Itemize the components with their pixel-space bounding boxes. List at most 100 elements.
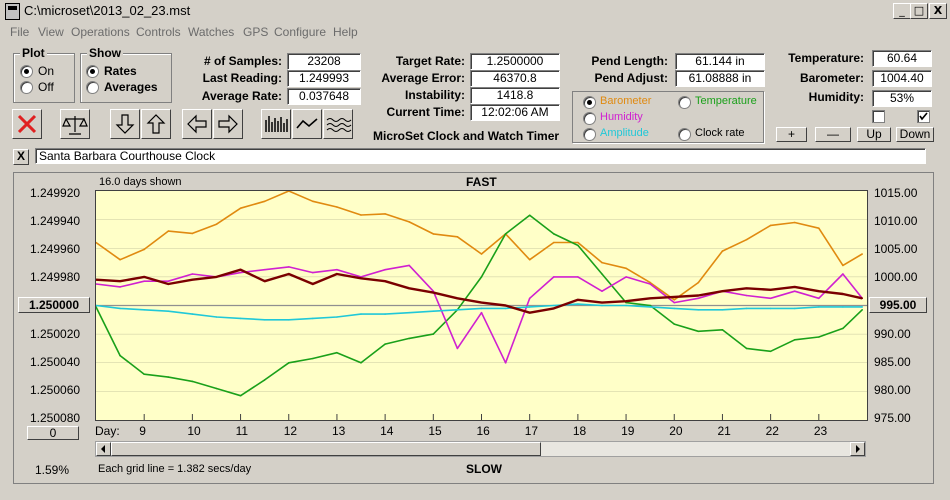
data-point — [215, 223, 218, 225]
note-close-button[interactable]: X — [13, 149, 29, 165]
data-point — [191, 380, 194, 383]
arrow-down-icon — [115, 114, 135, 134]
data-point — [504, 304, 507, 307]
overlay-amplitude-radio[interactable] — [583, 128, 596, 141]
overlay-humidity-radio[interactable] — [583, 112, 596, 125]
note-field[interactable]: Santa Barbara Courthouse Clock — [35, 148, 926, 164]
data-point — [649, 281, 651, 284]
show-averages-radio[interactable] — [86, 81, 99, 94]
center-right-button[interactable]: 995.00 — [869, 297, 927, 313]
data-point — [432, 233, 435, 235]
data-point — [721, 329, 724, 331]
scroll-thumb[interactable] — [111, 442, 541, 456]
data-point — [143, 309, 145, 311]
average-button[interactable] — [323, 109, 353, 139]
close-button[interactable]: X — [929, 3, 947, 19]
data-point — [842, 273, 844, 275]
arrow-down-button[interactable] — [110, 109, 140, 139]
arrow-left-button[interactable] — [182, 109, 212, 139]
data-point — [601, 273, 603, 275]
arrow-up-button[interactable] — [141, 109, 171, 139]
app-subtitle: MicroSet Clock and Watch Timer — [373, 129, 560, 143]
data-point — [625, 267, 627, 270]
plot-area — [95, 190, 868, 421]
overlay-temperature-radio[interactable] — [678, 96, 691, 109]
scale-up-button[interactable]: Up — [857, 127, 891, 142]
data-point — [577, 276, 579, 278]
plot-group-title: Plot — [20, 46, 47, 60]
env-checkbox-1[interactable] — [872, 110, 885, 123]
overlay-barometer-radio[interactable] — [583, 96, 596, 109]
data-point — [239, 268, 242, 271]
menu-configure[interactable]: Configure — [274, 25, 327, 39]
target-rate-field[interactable]: 1.2500000 — [470, 53, 560, 70]
show-group — [80, 53, 172, 103]
data-point — [167, 376, 170, 378]
scroll-left-button[interactable] — [96, 442, 111, 456]
scale-balance-icon — [62, 116, 88, 135]
data-point — [842, 264, 844, 267]
center-left-button[interactable]: 1.250000 — [18, 297, 90, 313]
data-point — [360, 313, 362, 315]
menu-controls[interactable]: Controls — [136, 25, 181, 39]
data-point — [697, 330, 700, 333]
barometer-label: Barometer: — [799, 71, 864, 85]
fast-label: FAST — [466, 175, 497, 189]
data-point — [288, 266, 290, 268]
y-tick-right-5: 990.00 — [874, 327, 911, 341]
maximize-button[interactable]: □ — [910, 3, 928, 19]
data-point — [861, 297, 863, 300]
x-tick-label: 9 — [139, 424, 146, 438]
data-point — [239, 207, 242, 209]
offset-button[interactable]: 0 — [27, 426, 79, 440]
data-point — [456, 347, 459, 350]
env-checkbox-2[interactable] — [917, 110, 930, 123]
minimize-button[interactable]: _ — [893, 3, 911, 19]
data-point — [239, 317, 242, 320]
overlay-selector — [572, 91, 764, 143]
instability-label: Instability: — [404, 88, 465, 102]
menu-view[interactable]: View — [38, 25, 64, 39]
temperature-field: 60.64 — [872, 50, 932, 67]
data-point — [143, 248, 145, 251]
x-tick-label: 10 — [187, 424, 201, 438]
data-point — [263, 379, 266, 381]
data-point — [649, 297, 651, 300]
pend-length-field[interactable]: 61.144 in — [675, 53, 765, 70]
plot-on-radio[interactable] — [20, 65, 33, 78]
y-tick-left-5: 1.250020 — [30, 327, 81, 341]
menu-gps[interactable]: GPS — [243, 25, 269, 39]
x-tick-label: 19 — [621, 424, 635, 438]
horizontal-scrollbar[interactable] — [95, 441, 866, 457]
balance-button[interactable] — [60, 109, 90, 139]
data-point — [601, 304, 603, 307]
scale-down-button[interactable]: Down — [896, 127, 934, 142]
current-time-field: 12:02:06 AM — [470, 104, 560, 121]
line-button[interactable] — [292, 109, 322, 139]
data-point — [480, 276, 483, 278]
target-rate-label: Target Rate: — [395, 54, 465, 68]
menu-help[interactable]: Help — [333, 25, 358, 39]
scroll-right-button[interactable] — [850, 442, 865, 456]
scale-minus-button[interactable]: — — [815, 127, 851, 142]
data-point — [842, 327, 844, 330]
menu-file[interactable]: File — [10, 25, 30, 39]
menu-watches[interactable]: Watches — [188, 25, 235, 39]
arrow-right-button[interactable] — [213, 109, 243, 139]
overlay-clock-rate-radio[interactable] — [678, 128, 691, 141]
plot-off-label: Off — [38, 80, 54, 94]
data-point — [769, 289, 772, 291]
average-error-label: Average Error: — [381, 71, 465, 85]
bars-button[interactable] — [261, 109, 291, 139]
overlay-temperature-label: Temperature — [695, 95, 757, 107]
overlay-clock-rate-label: Clock rate — [695, 127, 745, 139]
stop-button[interactable] — [12, 109, 42, 139]
pend-adjust-field: 61.08888 in — [675, 70, 765, 87]
data-point — [263, 268, 266, 271]
menu-operations[interactable]: Operations — [71, 25, 130, 39]
show-rates-radio[interactable] — [86, 65, 99, 78]
data-point — [649, 304, 651, 307]
plot-group — [13, 53, 75, 103]
plot-off-radio[interactable] — [20, 81, 33, 94]
scale-plus-button[interactable]: + — [776, 127, 807, 142]
